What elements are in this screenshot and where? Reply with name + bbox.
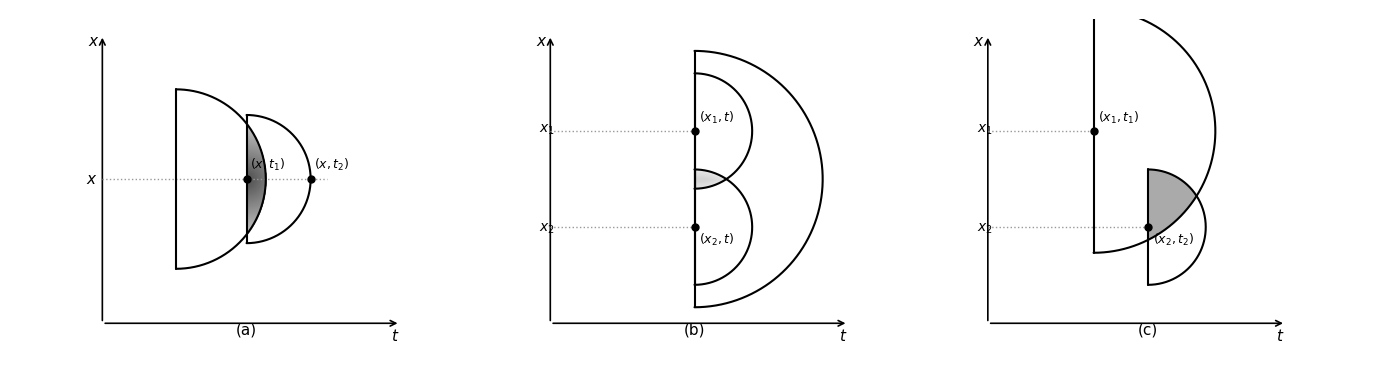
Text: $x_1$: $x_1$ — [539, 122, 554, 136]
Text: (b): (b) — [683, 323, 706, 338]
Text: x: x — [89, 34, 97, 49]
Text: $x_1$: $x_1$ — [976, 122, 992, 136]
Text: (c): (c) — [1138, 323, 1158, 338]
Text: $(x,t_2)$: $(x,t_2)$ — [314, 156, 349, 173]
Polygon shape — [176, 89, 265, 269]
Text: $(x,t_1)$: $(x,t_1)$ — [250, 156, 285, 173]
Text: x: x — [974, 34, 983, 49]
Text: $x_2$: $x_2$ — [539, 222, 554, 236]
Text: $(x_2,t)$: $(x_2,t)$ — [699, 232, 735, 248]
Text: t: t — [839, 329, 845, 343]
Text: $(x_1,t_1)$: $(x_1,t_1)$ — [1099, 110, 1139, 126]
Text: x: x — [86, 172, 96, 187]
Text: $(x_1,t)$: $(x_1,t)$ — [699, 110, 735, 126]
Text: (a): (a) — [236, 323, 257, 338]
Text: $(x_2,t_2)$: $(x_2,t_2)$ — [1153, 232, 1195, 248]
Text: x: x — [536, 34, 546, 49]
Text: $x_2$: $x_2$ — [976, 222, 992, 236]
Text: t: t — [390, 329, 397, 343]
Text: t: t — [1276, 329, 1282, 343]
